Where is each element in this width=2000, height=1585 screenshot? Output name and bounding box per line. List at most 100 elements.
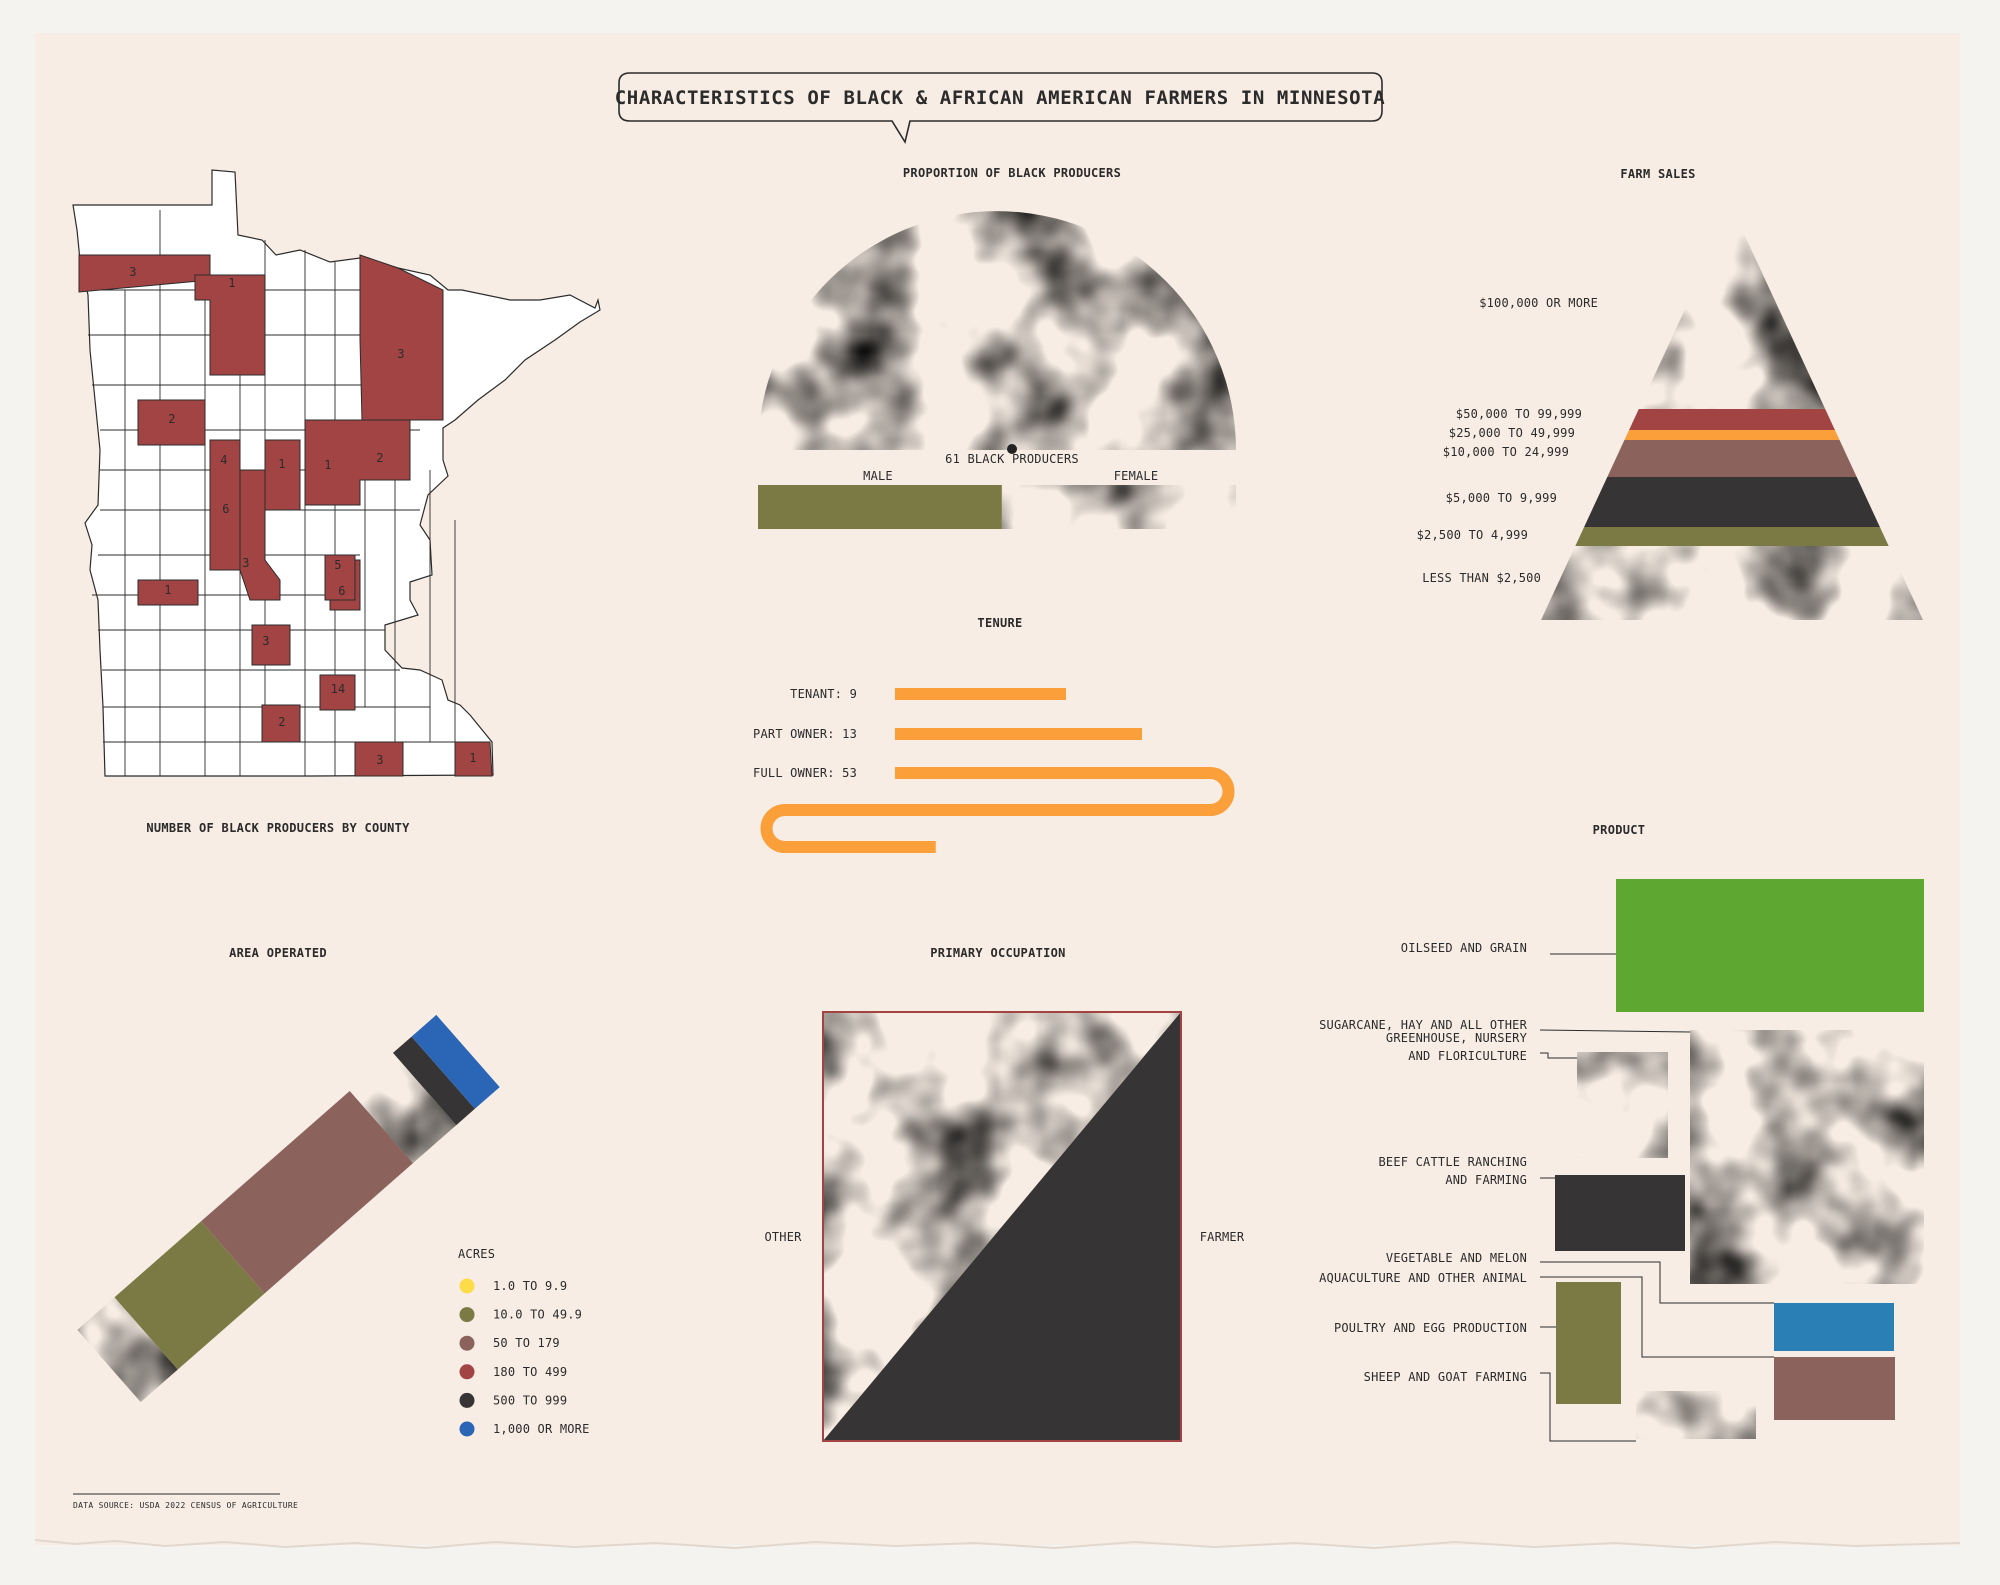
acres-legend-label: 10.0 TO 49.9 — [493, 1308, 582, 1322]
tenure-label: PART OWNER: 13 — [753, 727, 857, 741]
tile-beef-cattle — [1555, 1175, 1685, 1251]
product-leader-lines — [1539, 953, 1774, 1442]
female-label: FEMALE — [1114, 469, 1159, 483]
county-count: 2 — [376, 451, 383, 465]
county-count: 3 — [242, 556, 249, 570]
county-count: 14 — [331, 682, 346, 696]
center-dot — [1007, 444, 1017, 454]
center-label: 61 BLACK PRODUCERS — [945, 452, 1079, 466]
county-map-highlights — [78, 254, 493, 777]
county-highlight — [319, 674, 356, 711]
farm-sales-title: FARM SALES — [1620, 167, 1695, 181]
female-bar — [1001, 485, 1236, 529]
farm-sales-label: $2,500 TO 4,999 — [1417, 528, 1528, 542]
main-title: CHARACTERISTICS OF BLACK & AFRICAN AMERI… — [615, 87, 1386, 109]
product-label: GREENHOUSE, NURSERY — [1386, 1031, 1528, 1045]
county-highlight — [261, 704, 301, 743]
county-map: 3 1 3 2 4 1 2 1 6 3 1 5 6 3 14 2 3 1 NUMBER OF BLACK PROD… — [72, 169, 601, 835]
acres-legend-label: 500 TO 999 — [493, 1393, 567, 1407]
product-label: SUGARCANE, HAY AND ALL OTHER — [1319, 1018, 1527, 1032]
product-label: SHEEP AND GOAT FARMING — [1364, 1370, 1527, 1384]
farm-sales-chart: FARM SALES $100,000 OR MORE $50,000 TO 99… — [1417, 167, 1923, 620]
acres-legend-swatch — [459, 1392, 475, 1408]
pyramid-band — [1575, 527, 1889, 546]
county-count: 3 — [129, 265, 136, 279]
product-label: BEEF CATTLE RANCHING — [1379, 1155, 1528, 1169]
product-label: AQUACULTURE AND OTHER ANIMAL — [1319, 1271, 1527, 1285]
acres-legend-swatch — [459, 1421, 475, 1437]
farm-sales-label: $25,000 TO 49,999 — [1449, 426, 1575, 440]
tenure-bar — [760, 767, 1235, 853]
county-count-labels: 3 1 3 2 4 1 2 1 6 3 1 5 6 3 14 2 3 1 — [129, 265, 476, 767]
county-count: 4 — [220, 453, 227, 467]
tenure-label: FULL OWNER: 53 — [753, 766, 857, 780]
acres-legend-label: 1,000 OR MORE — [493, 1422, 590, 1436]
pyramid-band — [1629, 409, 1835, 430]
county-highlight — [264, 439, 301, 511]
county-highlight — [251, 624, 291, 666]
farm-sales-label: $5,000 TO 9,999 — [1446, 491, 1557, 505]
county-count: 6 — [338, 584, 345, 598]
area-segment — [201, 1091, 413, 1294]
product-label: OILSEED AND GRAIN — [1401, 941, 1527, 955]
farm-sales-label: $50,000 TO 99,999 — [1456, 407, 1582, 421]
county-highlight — [137, 579, 199, 606]
acres-legend-label: 1.0 TO 9.9 — [493, 1279, 567, 1293]
county-count: 6 — [222, 502, 229, 516]
occupation-farmer-label: FARMER — [1200, 1230, 1245, 1244]
county-count: 1 — [469, 751, 476, 765]
product-label: POULTRY AND EGG PRODUCTION — [1334, 1321, 1527, 1335]
product-label: AND FARMING — [1445, 1173, 1527, 1187]
tenure-label: TENANT: 9 — [790, 687, 857, 701]
semicircle — [758, 211, 1236, 450]
occupation-title: PRIMARY OCCUPATION — [930, 946, 1065, 960]
area-operated-chart: AREA OPERATED ACRES 1.0 TO 9.9 10.0 TO 49… — [77, 946, 589, 1437]
county-count: 2 — [278, 715, 285, 729]
map-title: NUMBER OF BLACK PRODUCERS BY COUNTY — [146, 821, 410, 835]
acres-legend-swatch — [459, 1364, 475, 1380]
acres-legend-label: 50 TO 179 — [493, 1336, 560, 1350]
acres-legend-swatch — [459, 1335, 475, 1351]
product-chart: PRODUCT OILSEED AND GRAIN SUGARCANE, HAY … — [1319, 823, 1924, 1442]
occupation-farmer — [823, 1012, 1181, 1441]
tile-poultry-egg — [1556, 1282, 1621, 1404]
farm-sales-label: LESS THAN $2,500 — [1422, 571, 1541, 585]
title-bubble: CHARACTERISTICS OF BLACK & AFRICAN AMERI… — [615, 72, 1386, 145]
county-count: 1 — [228, 276, 235, 290]
male-bar — [758, 485, 1002, 529]
county-highlight — [304, 419, 411, 506]
tenure-title: TENURE — [977, 616, 1022, 630]
county-count: 3 — [376, 753, 383, 767]
occupation-frame — [822, 1011, 1182, 1442]
tile-aquaculture — [1774, 1357, 1895, 1420]
county-highlight — [454, 741, 493, 777]
torn-edge — [35, 1539, 1960, 1550]
occupation-other-label: OTHER — [764, 1230, 802, 1244]
county-count: 5 — [334, 558, 341, 572]
proportion-title: PROPORTION OF BLACK PRODUCERS — [903, 166, 1121, 180]
area-segment — [77, 1297, 178, 1403]
farm-sales-label: $100,000 OR MORE — [1479, 296, 1598, 310]
product-tiles — [1555, 879, 1924, 1439]
tile-vegetable-melon — [1774, 1303, 1894, 1351]
acres-legend-title: ACRES — [458, 1247, 495, 1261]
tenure-chart: TENURE TENANT: 9 PART OWNER: 13 FULL OWNER… — [753, 616, 1235, 853]
acres-legend-swatch — [459, 1307, 475, 1323]
data-source: DATA SOURCE: USDA 2022 CENSUS OF AGRICUL… — [73, 1501, 298, 1510]
county-highlight — [239, 469, 281, 601]
county-highlight — [354, 741, 404, 777]
county-count: 2 — [168, 412, 175, 426]
tile-oilseed-grain — [1616, 879, 1924, 1012]
county-count: 3 — [397, 347, 404, 361]
tile-greenhouse — [1577, 1052, 1668, 1158]
acres-legend-swatch — [459, 1278, 475, 1294]
product-label: VEGETABLE AND MELON — [1386, 1251, 1527, 1265]
area-segment — [411, 1014, 500, 1109]
area-title: AREA OPERATED — [229, 946, 327, 960]
proportion-chart: PROPORTION OF BLACK PRODUCERS 61 BLACK P… — [758, 166, 1236, 529]
county-count: 1 — [164, 583, 171, 597]
male-label: MALE — [863, 469, 893, 483]
county-highlight — [137, 399, 206, 446]
pyramid-band — [1638, 208, 1826, 409]
